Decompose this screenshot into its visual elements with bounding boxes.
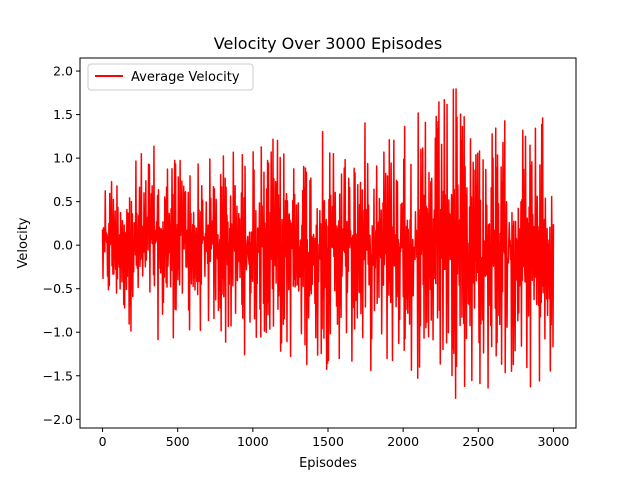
series-line-average-velocity (101, 88, 555, 399)
chart-title: Velocity Over 3000 Episodes (214, 34, 442, 53)
y-tick-label: 2.0 (53, 64, 73, 79)
x-tick-label: 3000 (538, 434, 570, 449)
legend-box (87, 63, 254, 91)
y-tick-label: −2.0 (43, 412, 73, 427)
x-tick-label: 2000 (387, 434, 419, 449)
x-tick-label: 500 (166, 434, 190, 449)
x-tick-label: 2500 (462, 434, 494, 449)
y-tick-label: −0.5 (43, 281, 73, 296)
y-axis-ticks: −2.0 −1.5 −1.0 −0.5 0.0 0.5 1.0 1.5 2.0 (43, 64, 80, 427)
y-tick-label: 0.0 (53, 238, 73, 253)
x-tick-label: 1000 (237, 434, 269, 449)
x-tick-label: 1500 (312, 434, 344, 449)
y-tick-label: −1.5 (43, 368, 73, 383)
y-axis-label: Velocity (16, 217, 31, 268)
series-layer (101, 88, 555, 399)
x-axis-ticks: 0 500 1000 1500 2000 2500 3000 (99, 428, 570, 449)
x-tick-label: 0 (99, 434, 107, 449)
x-axis-label: Episodes (299, 456, 357, 471)
y-tick-label: 0.5 (53, 194, 73, 209)
y-tick-label: 1.0 (53, 151, 73, 166)
y-tick-label: −1.0 (43, 325, 73, 340)
legend-label-average-velocity: Average Velocity (131, 70, 240, 85)
y-tick-label: 1.5 (53, 107, 73, 122)
legend: Average Velocity (87, 63, 254, 91)
